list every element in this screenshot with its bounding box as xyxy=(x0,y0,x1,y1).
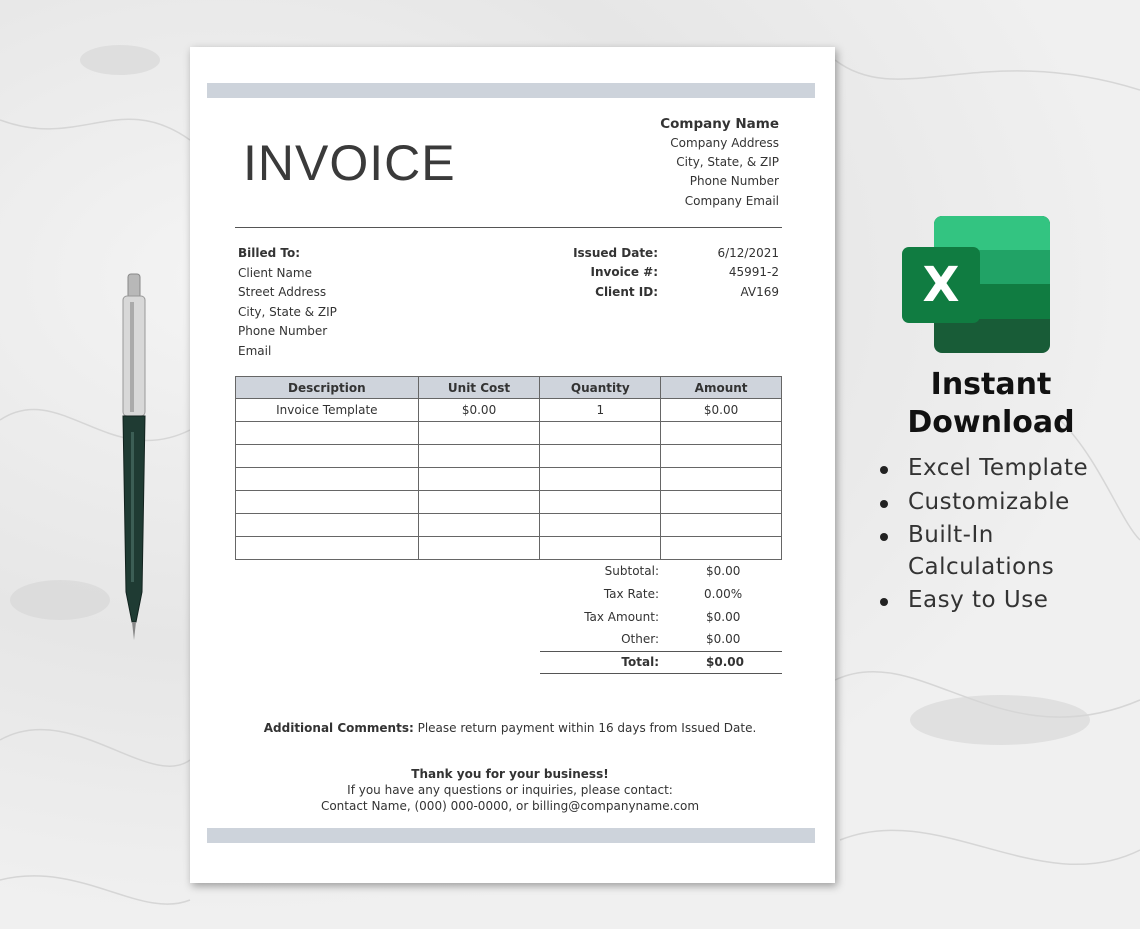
company-name: Company Name xyxy=(660,116,779,132)
company-email: Company Email xyxy=(684,194,779,208)
client-street: Street Address xyxy=(238,285,327,299)
cell-unit-cost xyxy=(417,513,541,537)
issued-date-value: 6/12/2021 xyxy=(717,246,779,260)
cell-quantity xyxy=(539,490,662,514)
table-row xyxy=(235,444,782,468)
headline-line-2: Download xyxy=(907,405,1075,440)
cell-quantity xyxy=(539,513,662,537)
table-row xyxy=(235,467,782,491)
cell-description xyxy=(235,536,419,560)
cell-description: Invoice Template xyxy=(235,398,419,422)
headline-line-1: Instant xyxy=(930,367,1052,402)
thank-you-text: Thank you for your business! xyxy=(411,767,609,781)
cell-description xyxy=(235,467,419,491)
bullet-icon xyxy=(880,533,888,541)
invoice-document: INVOICE Company Name Company Address Cit… xyxy=(190,47,835,883)
tax-rate-label: Tax Rate: xyxy=(603,587,659,601)
client-phone: Phone Number xyxy=(238,324,328,338)
totals-bottom-rule xyxy=(540,673,782,674)
comments-text: Please return payment within 16 days fro… xyxy=(417,721,757,735)
contact-line-1: If you have any questions or inquiries, … xyxy=(347,783,673,797)
svg-text:X: X xyxy=(922,257,959,313)
cell-amount xyxy=(660,490,782,514)
cell-unit-cost xyxy=(417,536,541,560)
billed-to-label: Billed To: xyxy=(238,246,301,260)
cell-quantity: 1 xyxy=(539,398,662,422)
tax-amount-value: $0.00 xyxy=(706,610,741,624)
cell-amount xyxy=(660,467,782,491)
other-value: $0.00 xyxy=(706,632,741,646)
client-city: City, State & ZIP xyxy=(238,305,337,319)
cell-description xyxy=(235,513,419,537)
bottom-accent-bar xyxy=(207,828,815,843)
cell-unit-cost xyxy=(417,444,541,468)
bullet-icon xyxy=(880,466,888,474)
table-row xyxy=(235,513,782,537)
total-value: $0.00 xyxy=(706,655,744,669)
invoice-number-label: Invoice #: xyxy=(590,265,658,279)
bullet-icon xyxy=(880,500,888,508)
other-label: Other: xyxy=(621,632,659,646)
cell-unit-cost: $0.00 xyxy=(417,398,541,422)
header-amount: Amount xyxy=(660,376,782,399)
instant-download-headline: Instant Download xyxy=(880,366,1102,442)
tax-rate-value: 0.00% xyxy=(704,587,743,601)
client-name: Client Name xyxy=(238,266,312,280)
pen-image xyxy=(122,273,146,640)
cell-amount xyxy=(660,444,782,468)
cell-amount: $0.00 xyxy=(660,398,782,422)
cell-description xyxy=(235,444,419,468)
client-email: Email xyxy=(238,344,272,358)
additional-comments: Additional Comments: Please return payme… xyxy=(190,721,830,735)
bullet-icon xyxy=(880,598,888,606)
subtotal-label: Subtotal: xyxy=(604,564,659,578)
client-id-label: Client ID: xyxy=(595,285,658,299)
cell-unit-cost xyxy=(417,490,541,514)
invoice-title: INVOICE xyxy=(243,135,456,191)
header-quantity: Quantity xyxy=(539,376,662,399)
subtotal-value: $0.00 xyxy=(706,564,741,578)
company-phone: Phone Number xyxy=(689,174,779,188)
cell-amount xyxy=(660,513,782,537)
table-header-row: Description Unit Cost Quantity Amount xyxy=(235,376,782,399)
cell-quantity xyxy=(539,536,662,560)
cell-amount xyxy=(660,421,782,445)
contact-line-2: Contact Name, (000) 000-0000, or billing… xyxy=(320,799,700,813)
issued-date-label: Issued Date: xyxy=(573,246,658,260)
cell-unit-cost xyxy=(417,467,541,491)
excel-icon: X xyxy=(902,216,1050,353)
table-row xyxy=(235,490,782,514)
header-unit-cost: Unit Cost xyxy=(417,376,541,399)
cell-quantity xyxy=(539,421,662,445)
cell-amount xyxy=(660,536,782,560)
top-accent-bar xyxy=(207,83,815,98)
header-description: Description xyxy=(235,376,419,399)
header-divider xyxy=(235,227,782,228)
invoice-number-value: 45991-2 xyxy=(728,265,779,279)
client-id-value: AV169 xyxy=(740,285,779,299)
table-row xyxy=(235,536,782,560)
company-address: Company Address xyxy=(670,136,779,150)
comments-label: Additional Comments: xyxy=(263,721,414,735)
tax-amount-label: Tax Amount: xyxy=(584,610,659,624)
table-row: Invoice Template $0.00 1 $0.00 xyxy=(235,398,782,422)
cell-description xyxy=(235,421,419,445)
table-row xyxy=(235,421,782,445)
cell-quantity xyxy=(539,444,662,468)
total-label: Total: xyxy=(621,655,659,669)
cell-unit-cost xyxy=(417,421,541,445)
company-city: City, State, & ZIP xyxy=(676,155,779,169)
totals-divider xyxy=(540,651,782,652)
line-items-table: Description Unit Cost Quantity Amount In… xyxy=(235,376,782,560)
cell-description xyxy=(235,490,419,514)
cell-quantity xyxy=(539,467,662,491)
